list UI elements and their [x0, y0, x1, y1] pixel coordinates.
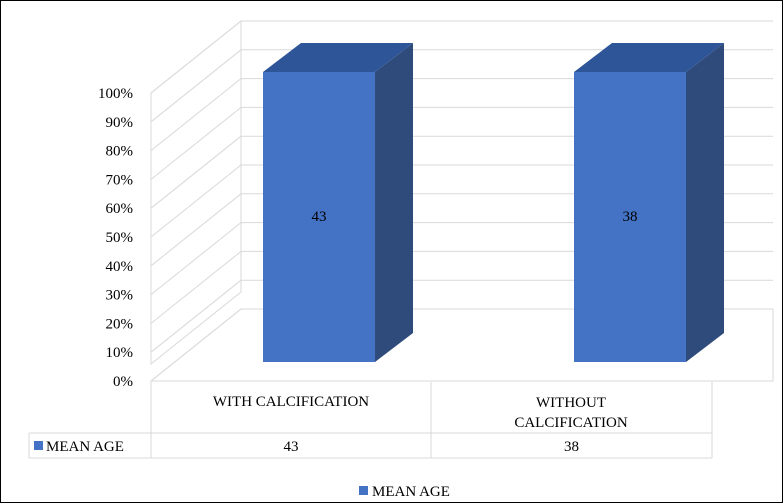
- y-axis-ticks: 0% 10% 20% 30% 40% 50% 60% 70% 80% 90% 100%: [98, 86, 133, 390]
- bar-top: [263, 43, 413, 72]
- gridline-side: [150, 135, 242, 209]
- bar-side: [686, 43, 724, 362]
- bar-top: [574, 43, 724, 72]
- y-tick-label: 60%: [106, 201, 134, 217]
- gridline-side: [150, 279, 242, 353]
- bars: 43 38: [263, 43, 724, 362]
- gridline-side: [150, 164, 242, 238]
- gridline-side: [150, 107, 242, 180]
- table-value: 43: [284, 439, 299, 455]
- category-label: WITH CALCIFICATION: [213, 394, 369, 410]
- bar-front: [574, 72, 686, 362]
- y-tick-label: 10%: [106, 345, 134, 361]
- gridline-side: [150, 251, 242, 324]
- gridline-side: [150, 49, 242, 123]
- bar-front: [263, 72, 375, 362]
- bar-side: [375, 43, 413, 362]
- y-tick-label: 0%: [113, 374, 133, 390]
- table-value: 38: [564, 439, 579, 455]
- category-label-line: CALCIFICATION: [514, 415, 628, 431]
- bar-data-label: 38: [623, 209, 638, 225]
- y-tick-label: 90%: [106, 115, 134, 131]
- bar: 38: [574, 43, 724, 362]
- gridline-side: [150, 193, 242, 267]
- y-tick-label: 30%: [106, 288, 134, 304]
- category-label-line: WITHOUT: [536, 395, 606, 411]
- bar: 43: [263, 43, 413, 362]
- category-label: WITHOUT CALCIFICATION: [514, 395, 628, 431]
- data-table: WITH CALCIFICATION WITHOUT CALCIFICATION ME…: [28, 382, 713, 459]
- bar-data-label: 43: [312, 209, 327, 225]
- table-legend-key: [34, 441, 43, 450]
- gridline-side: [150, 20, 242, 94]
- y-tick-label: 70%: [106, 172, 134, 188]
- gridline-side: [150, 308, 242, 382]
- legend-key: [359, 486, 368, 495]
- y-tick-label: 50%: [106, 230, 134, 246]
- y-tick-label: 20%: [106, 316, 134, 332]
- y-tick-label: 80%: [106, 144, 134, 160]
- y-tick-label: 40%: [106, 259, 134, 275]
- legend: MEAN AGE: [359, 484, 450, 500]
- gridline-side: [150, 78, 242, 151]
- table-series-name: MEAN AGE: [46, 439, 124, 455]
- legend-label: MEAN AGE: [372, 484, 450, 500]
- y-tick-label: 100%: [98, 86, 133, 102]
- gridline-side: [150, 222, 242, 295]
